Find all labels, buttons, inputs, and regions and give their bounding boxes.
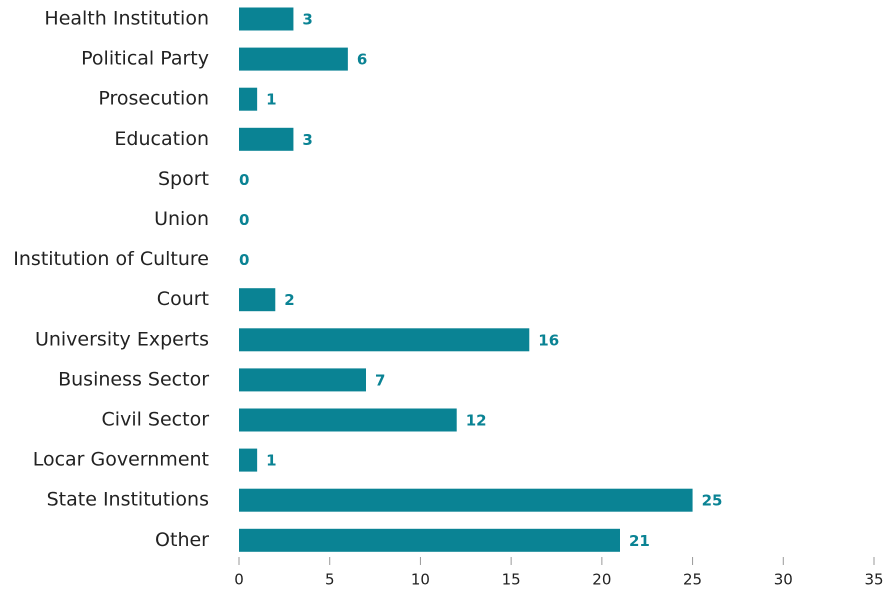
category-label: Prosecution (98, 88, 209, 110)
value-label: 12 (466, 412, 487, 430)
value-label: 3 (302, 131, 312, 149)
value-label: 1 (266, 91, 276, 109)
x-tick-label: 35 (864, 571, 883, 589)
category-label: Court (157, 288, 209, 310)
category-label: Business Sector (58, 368, 209, 390)
bar (239, 328, 530, 352)
x-tick-label: 20 (592, 571, 611, 589)
x-tick-label: 5 (325, 571, 335, 589)
value-label: 0 (239, 171, 249, 189)
bar (239, 528, 620, 552)
category-label: Other (155, 529, 209, 551)
x-tick-label: 15 (502, 571, 521, 589)
value-label: 1 (266, 452, 276, 470)
value-label: 21 (629, 532, 650, 550)
category-label: Institution of Culture (13, 248, 209, 270)
category-label: State Institutions (47, 489, 209, 511)
bar (239, 288, 276, 312)
x-tick-label: 30 (774, 571, 793, 589)
x-tick-label: 10 (411, 571, 430, 589)
category-label: Political Party (81, 48, 209, 70)
bar (239, 448, 258, 472)
bar (239, 127, 294, 151)
bar (239, 7, 294, 31)
x-tick-label: 25 (683, 571, 702, 589)
category-label: Education (114, 128, 209, 150)
x-tick-label: 0 (234, 571, 244, 589)
bar (239, 87, 258, 111)
category-label: Locar Government (33, 449, 209, 471)
bar (239, 408, 457, 432)
bar (239, 47, 348, 71)
value-label: 6 (357, 51, 367, 69)
value-label: 16 (538, 331, 559, 349)
category-label: Sport (158, 168, 209, 190)
value-label: 25 (702, 492, 723, 510)
category-label: Civil Sector (102, 409, 210, 431)
category-label: Health Institution (44, 8, 209, 30)
bar (239, 368, 366, 392)
value-label: 0 (239, 251, 249, 269)
bar (239, 488, 693, 512)
value-label: 0 (239, 211, 249, 229)
category-label: Union (154, 208, 209, 230)
value-label: 7 (375, 371, 385, 389)
category-label: University Experts (35, 328, 209, 350)
value-label: 3 (302, 11, 312, 29)
value-label: 2 (284, 291, 294, 309)
